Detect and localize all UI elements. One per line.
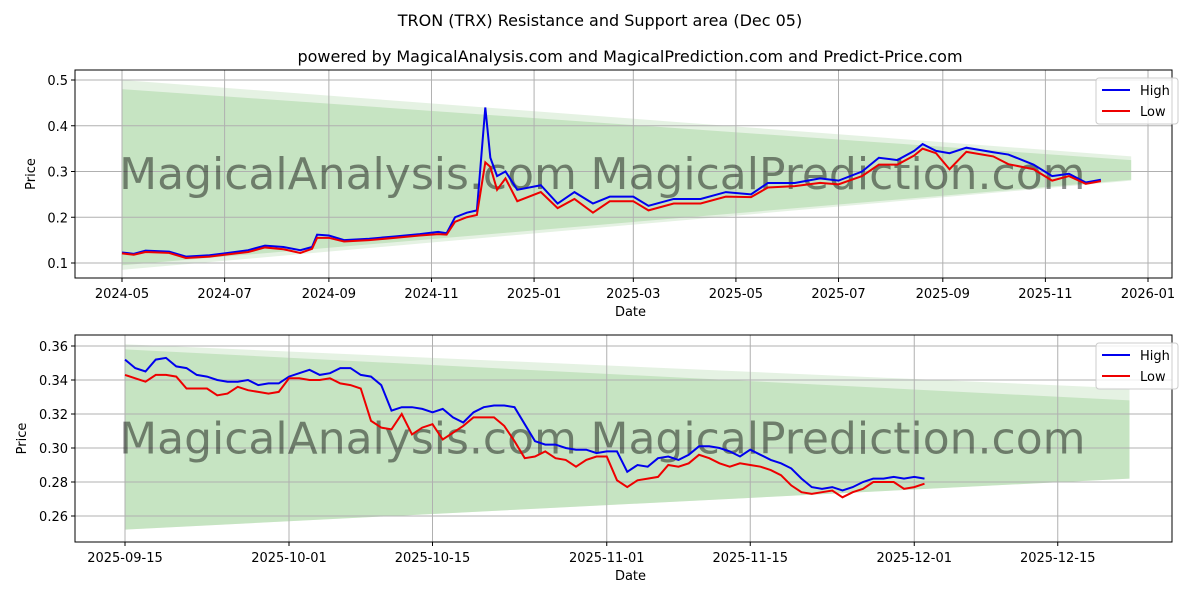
x-tick-label: 2024-05 bbox=[95, 287, 149, 302]
x-tick-label: 2025-11-15 bbox=[712, 551, 788, 566]
x-axis-label: Date bbox=[615, 305, 646, 320]
x-tick-label: 2026-01 bbox=[1121, 287, 1175, 302]
legend: High Low bbox=[1095, 342, 1179, 390]
x-tick-label: 2024-09 bbox=[302, 287, 356, 302]
legend-low-label: Low bbox=[1140, 370, 1166, 385]
x-tick-label: 2025-01 bbox=[507, 287, 561, 302]
plot-frame bbox=[74, 334, 1173, 543]
y-axis-label: Price bbox=[24, 158, 39, 190]
y-tick-label: 0.5 bbox=[47, 74, 68, 89]
x-tick-label: 2025-07 bbox=[811, 287, 865, 302]
low-series-line bbox=[121, 147, 1102, 259]
legend: High Low bbox=[1095, 77, 1179, 125]
band-inner bbox=[122, 89, 1132, 266]
x-tick-label: 2025-12-15 bbox=[1020, 551, 1096, 566]
y-tick-label: 0.3 bbox=[47, 166, 68, 181]
y-tick-label: 0.1 bbox=[47, 257, 68, 272]
x-axis-label: Date bbox=[615, 569, 646, 584]
x-tick-label: 2025-05 bbox=[709, 287, 763, 302]
y-tick-label: 0.32 bbox=[39, 408, 68, 423]
watermark-text: MagicalPrediction.com bbox=[591, 414, 1086, 465]
y-tick-label: 0.2 bbox=[47, 211, 68, 226]
bottom-chart: 2025-09-15 2025-10-01 2025-10-15 2025-11-01… bbox=[15, 334, 1179, 584]
legend-high-label: High bbox=[1140, 349, 1170, 364]
chart-title: TRON (TRX) Resistance and Support area (… bbox=[397, 11, 802, 30]
x-tick-label: 2025-12-01 bbox=[876, 551, 952, 566]
legend-high-label: High bbox=[1140, 84, 1170, 99]
x-tick-label: 2025-11 bbox=[1018, 287, 1072, 302]
high-series-line bbox=[124, 356, 925, 492]
x-tick-label: 2025-09 bbox=[916, 287, 970, 302]
x-tick-label: 2025-10-01 bbox=[251, 551, 327, 566]
watermark-text: MagicalPrediction.com bbox=[591, 149, 1086, 200]
watermark-text: MagicalAnalysis.com bbox=[119, 414, 577, 465]
y-tick-label: 0.4 bbox=[47, 120, 68, 135]
y-axis-label: Price bbox=[15, 423, 30, 455]
band-inner bbox=[125, 349, 1130, 530]
x-tick-label: 2025-10-15 bbox=[395, 551, 471, 566]
top-chart: 2024-05 2024-07 2024-09 2024-11 2025-01 2025-… bbox=[24, 69, 1179, 320]
x-tick-label: 2025-09-15 bbox=[87, 551, 163, 566]
x-tick-label: 2025-11-01 bbox=[569, 551, 645, 566]
y-tick-label: 0.34 bbox=[39, 374, 68, 389]
y-tick-label: 0.30 bbox=[39, 442, 68, 457]
low-series-line bbox=[124, 373, 925, 499]
y-tick-label: 0.26 bbox=[39, 510, 68, 525]
x-tick-label: 2025-03 bbox=[606, 287, 660, 302]
y-tick-label: 0.36 bbox=[39, 340, 68, 355]
legend-low-label: Low bbox=[1140, 105, 1166, 120]
high-series-line bbox=[121, 107, 1102, 258]
y-tick-label: 0.28 bbox=[39, 476, 68, 491]
x-tick-label: 2024-07 bbox=[197, 287, 251, 302]
x-tick-label: 2024-11 bbox=[404, 287, 458, 302]
chart-subtitle: powered by MagicalAnalysis.com and Magic… bbox=[297, 47, 962, 66]
plot-frame bbox=[74, 69, 1173, 279]
